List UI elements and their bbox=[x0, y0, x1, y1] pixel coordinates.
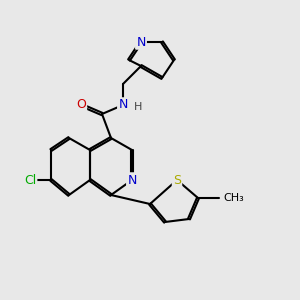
Text: O: O bbox=[76, 98, 86, 112]
Text: N: N bbox=[118, 98, 128, 112]
Text: N: N bbox=[136, 35, 146, 49]
Text: CH₃: CH₃ bbox=[224, 193, 244, 203]
Text: S: S bbox=[173, 173, 181, 187]
Text: H: H bbox=[134, 101, 142, 112]
Text: N: N bbox=[127, 173, 137, 187]
Text: Cl: Cl bbox=[24, 173, 36, 187]
